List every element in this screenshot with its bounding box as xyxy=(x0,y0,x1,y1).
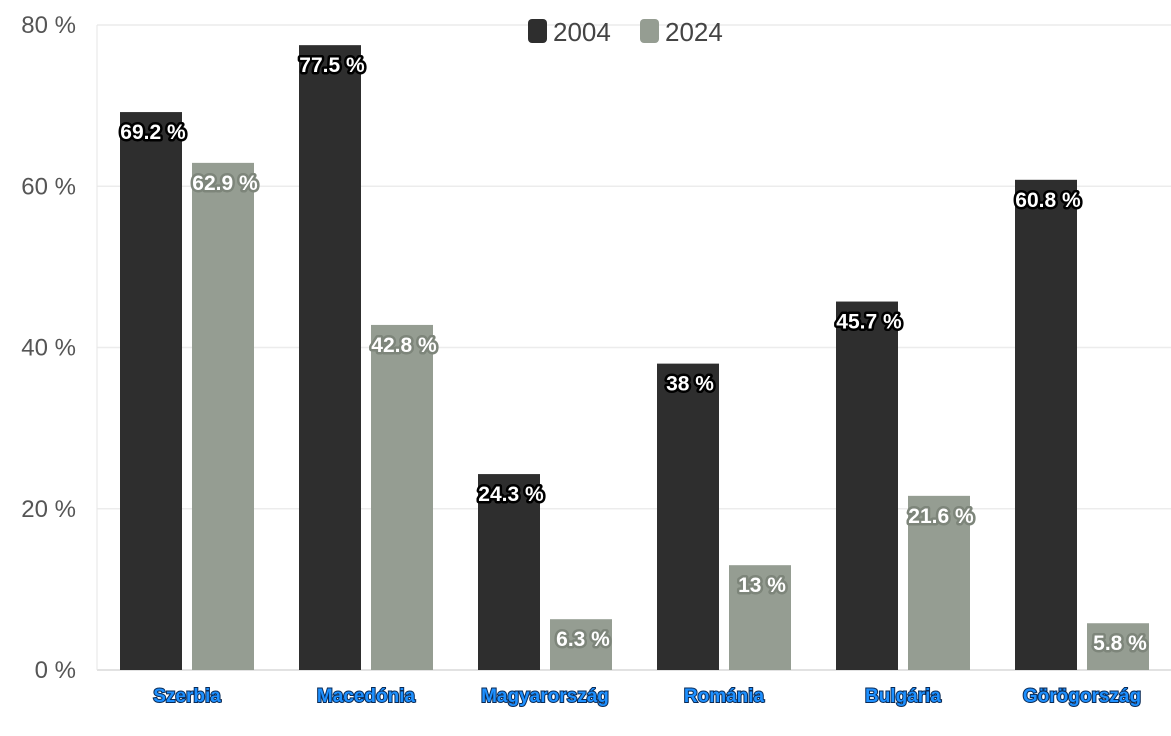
y-tick-label: 60 % xyxy=(21,173,76,200)
x-tick-label: Bulgária xyxy=(865,686,941,707)
bar-2004-5 xyxy=(1015,179,1077,671)
bars xyxy=(120,45,1149,671)
legend: 2004 2024 xyxy=(528,17,723,47)
bar-2024-4 xyxy=(908,495,970,670)
y-tick-label: 0 % xyxy=(35,657,76,684)
bar-2024-1 xyxy=(371,324,433,670)
x-tick-label: Magyarország xyxy=(481,686,609,707)
x-tick-label: Görögország xyxy=(1023,686,1141,707)
legend-swatch-2004 xyxy=(528,19,547,43)
y-axis: 0 % 20 % 40 % 60 % 80 % xyxy=(21,12,98,684)
bar-2004-2 xyxy=(478,474,540,670)
bar-2004-0 xyxy=(120,112,182,670)
data-labels: 69.2 % 62.9 % 77.5 % 42.8 % 24.3 % 6.3 % 38 % 1… xyxy=(118,52,1150,658)
x-axis: Szerbia Macedónia Magyarország Románia Bulgá… xyxy=(152,685,1142,708)
data-label-2004-2: 24.3 % xyxy=(478,483,544,506)
data-label-2004-0: 69.2 % xyxy=(120,121,186,144)
bar-2024-0 xyxy=(192,162,254,670)
legend-label-2004: 2004 xyxy=(553,17,611,47)
data-label-2024-4: 21.6 % xyxy=(908,505,974,528)
bar-2004-1 xyxy=(299,45,361,670)
legend-swatch-2024 xyxy=(640,19,659,43)
data-label-2024-0: 62.9 % xyxy=(192,172,258,195)
data-label-2024-5: 5.8 % xyxy=(1093,632,1147,655)
bar-2024-3 xyxy=(729,565,791,670)
x-tick-label: Románia xyxy=(684,686,765,707)
bar-2004-4 xyxy=(836,301,898,670)
legend-label-2024: 2024 xyxy=(665,17,723,47)
bar-2004-3 xyxy=(657,363,719,670)
data-label-2004-1: 77.5 % xyxy=(299,54,365,77)
y-tick-label: 80 % xyxy=(21,12,76,39)
data-label-2004-5: 60.8 % xyxy=(1015,189,1081,212)
data-label-2004-3: 38 % xyxy=(666,373,714,396)
y-tick-label: 40 % xyxy=(21,335,76,362)
data-label-2024-1: 42.8 % xyxy=(371,334,437,357)
data-label-2004-4: 45.7 % xyxy=(836,311,902,334)
bar-2024-2 xyxy=(550,619,612,670)
x-tick-label: Szerbia xyxy=(153,686,221,707)
x-tick-label: Macedónia xyxy=(317,686,416,707)
bar-2024-5 xyxy=(1087,623,1149,670)
data-label-2024-3: 13 % xyxy=(738,574,786,597)
grid-lines xyxy=(97,24,1171,671)
data-label-2024-2: 6.3 % xyxy=(556,628,610,651)
y-tick-label: 20 % xyxy=(21,496,76,523)
